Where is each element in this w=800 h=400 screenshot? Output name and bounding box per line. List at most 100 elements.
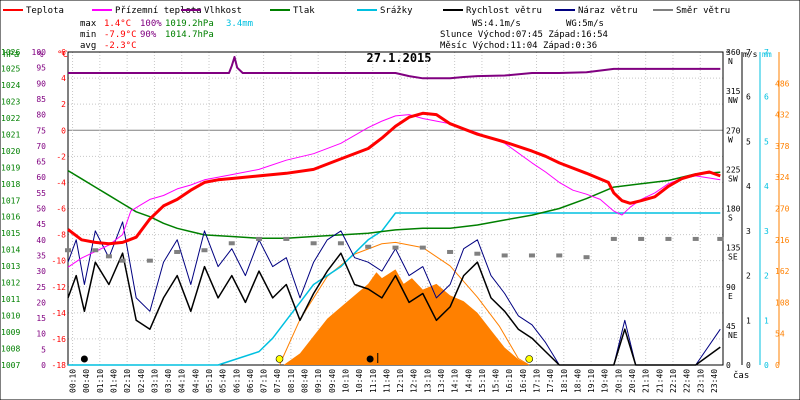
unit-wind: m/s [743, 50, 758, 59]
series-wind-direction [365, 244, 372, 249]
series-wind-direction [105, 254, 112, 259]
tick-rad: 432 [775, 111, 790, 120]
tick-press: 1014 [1, 246, 20, 255]
tick-press: 1023 [1, 97, 20, 106]
tick-rad: 486 [775, 79, 790, 88]
tick-time: 16:10 [505, 369, 514, 393]
tick-time: 00:10 [69, 369, 78, 393]
legend-label: Tlak [293, 6, 315, 16]
stats-avg-temp: -2.3°C [104, 41, 137, 51]
tick-time: 22:40 [683, 369, 692, 393]
tick-time: 18:40 [573, 369, 582, 393]
tick-temp: -14 [52, 309, 67, 318]
tick-wind: 7 [746, 48, 751, 57]
tick-hum: 20 [36, 298, 46, 307]
unit-temp: °C [57, 50, 68, 60]
tick-press: 1012 [1, 279, 20, 288]
tick-press: 1025 [1, 64, 20, 73]
tick-temp: 6 [61, 48, 66, 57]
tick-time: 11:10 [369, 369, 378, 393]
tick-temp: -8 [56, 231, 66, 240]
tick-time: 21:40 [655, 369, 664, 393]
tick-time: 20:10 [614, 369, 623, 393]
stats-max-rain: 3.4mm [226, 19, 253, 29]
series-humidity [68, 56, 721, 80]
tick-dir-compass: S [728, 214, 733, 223]
legend-label: Srážky [380, 6, 413, 16]
stats-max-temp: 1.4°C [104, 19, 131, 29]
tick-wind: 6 [746, 93, 751, 102]
tick-time: 04:40 [191, 369, 200, 393]
tick-time: 06:40 [246, 369, 255, 393]
tick-dir: 90 [726, 283, 736, 292]
stats-max-hum: 100% [140, 19, 162, 29]
tick-rain: 7 [764, 48, 769, 57]
tick-wind: 4 [746, 182, 751, 191]
tick-dir-compass: SW [728, 174, 738, 183]
series-wind-direction [583, 255, 590, 260]
tick-press: 1018 [1, 180, 20, 189]
tick-time: 17:40 [546, 369, 555, 393]
tick-press: 1007 [1, 361, 20, 370]
unit-dir: ° [725, 50, 730, 60]
series-wind-direction [310, 241, 317, 246]
stats-block: max 1.4°C 100% 1019.2hPa 3.4mm min -7.9°… [80, 19, 608, 51]
tick-press: 1017 [1, 196, 20, 205]
legend-label: Směr větru [676, 6, 730, 16]
series-pressure [67, 169, 721, 239]
tick-hum: 5 [41, 345, 46, 354]
tick-time: 12:10 [396, 369, 405, 393]
tick-dir-compass: N [728, 57, 733, 66]
tick-press: 1024 [1, 81, 20, 90]
tick-hum: 95 [36, 64, 46, 73]
series-wind-direction [146, 258, 153, 263]
series-wind-direction [337, 241, 344, 246]
tick-temp: -12 [52, 283, 67, 292]
legend-label: Teplota [26, 6, 64, 16]
stats-min-hum: 90% [140, 30, 157, 40]
tick-dir-compass: NE [728, 331, 738, 340]
tick-dir: 360 [726, 48, 741, 57]
stats-max-press: 1019.2hPa [165, 19, 214, 29]
tick-time: 10:10 [341, 369, 350, 393]
tick-time: 18:10 [560, 369, 569, 393]
tick-temp: 4 [61, 74, 66, 83]
tick-rad: 216 [775, 236, 790, 245]
tick-rad: 108 [775, 298, 790, 307]
series-wind-direction [228, 241, 235, 246]
stats-min-press: 1014.7hPa [165, 30, 214, 40]
moonset-marker [80, 355, 88, 363]
stats-wg: WG:5m/s [566, 19, 604, 29]
tick-press: 1010 [1, 312, 20, 321]
series-gust [67, 221, 721, 366]
tick-press: 1020 [1, 147, 20, 156]
series-wind-direction [419, 245, 426, 250]
unit-rain: mm [762, 50, 772, 59]
tick-hum: 15 [36, 314, 46, 323]
tick-time: 09:10 [314, 369, 323, 393]
series-wind-direction [201, 248, 208, 253]
tick-dir-compass: SE [728, 253, 738, 262]
tick-time: 21:10 [642, 369, 651, 393]
tick-time: 02:40 [137, 369, 146, 393]
legend-label: Náraz větru [578, 6, 638, 16]
tick-rain: 0 [764, 361, 769, 370]
tick-hum: 35 [36, 251, 46, 260]
series-wind-direction [392, 245, 399, 250]
tick-dir: 225 [726, 165, 741, 174]
tick-time: 20:40 [628, 369, 637, 393]
tick-hum: 30 [36, 267, 46, 276]
tick-temp: 2 [61, 100, 66, 109]
tick-time: 23:10 [696, 369, 705, 393]
tick-hum: 80 [36, 111, 46, 120]
tick-time: 05:10 [205, 369, 214, 393]
tick-hum: 75 [36, 126, 46, 135]
series-wind-direction [174, 249, 181, 254]
tick-temp: -4 [56, 178, 66, 187]
tick-hum: 100 [32, 48, 47, 57]
tick-temp: -10 [52, 257, 67, 266]
tick-time: 16:40 [519, 369, 528, 393]
tick-rad: 378 [775, 142, 790, 151]
tick-press: 1015 [1, 229, 20, 238]
tick-rain: 3 [764, 227, 769, 236]
